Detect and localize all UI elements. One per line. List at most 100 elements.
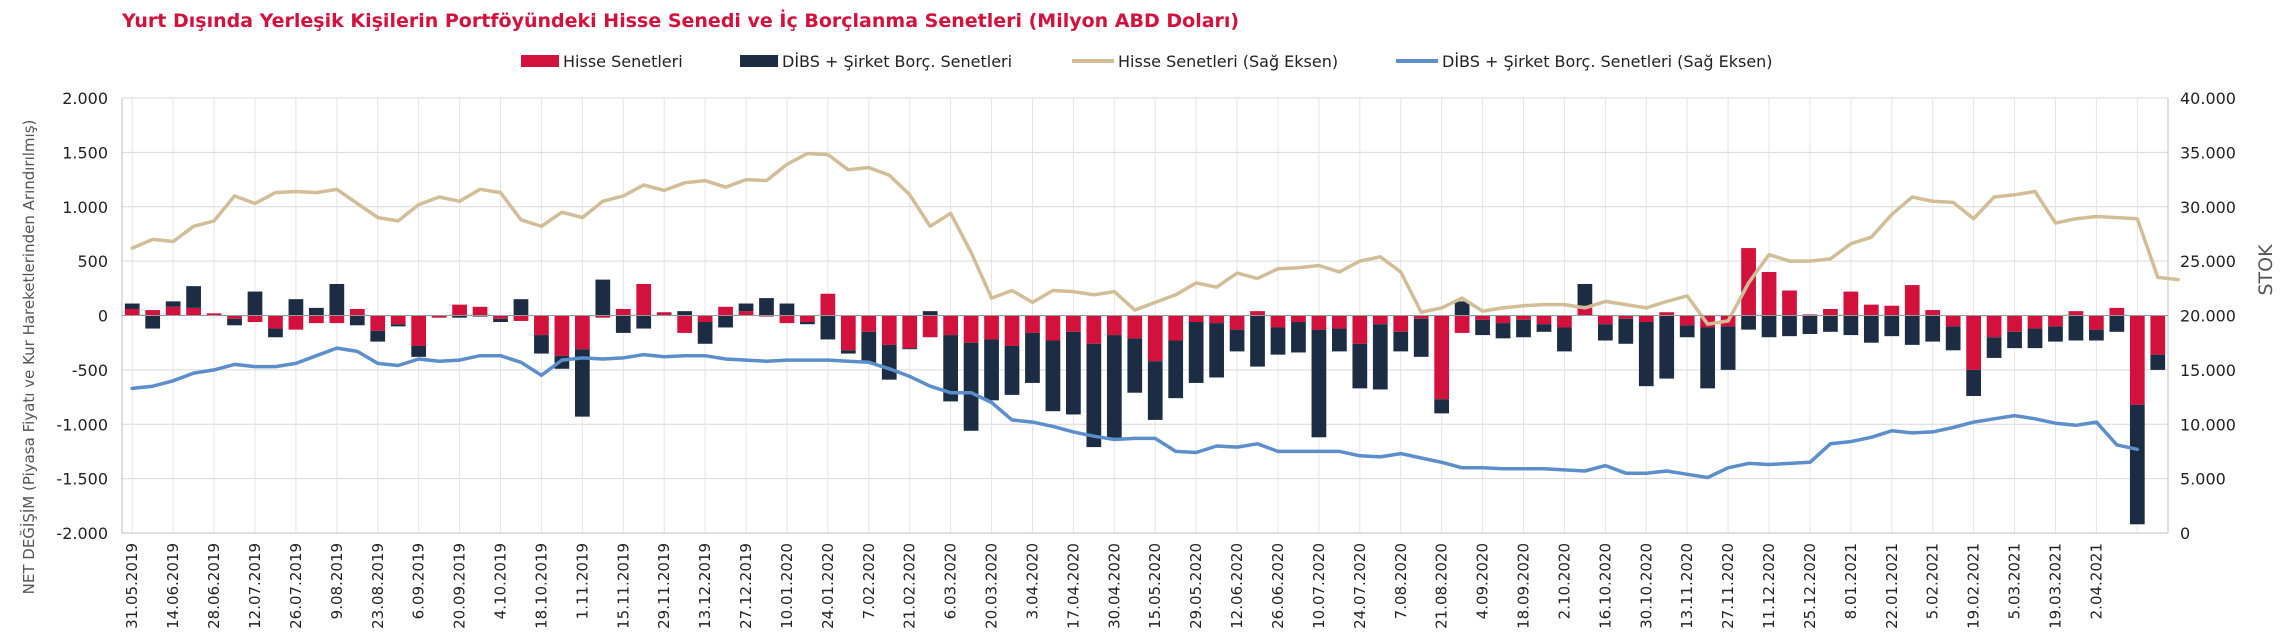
bar-dibs-sirket-borc	[268, 328, 283, 338]
bar-dibs-sirket-borc	[1966, 369, 1981, 396]
y-tick-label-left: 0	[98, 307, 108, 326]
bar-hisse-senetleri	[718, 306, 733, 316]
bar-hisse-senetleri	[1802, 314, 1818, 316]
x-tick-label: 7.02.2020	[860, 543, 878, 619]
bar-dibs-sirket-borc	[1986, 337, 2002, 358]
legend-label: Hisse Senetleri (Sağ Eksen)	[1118, 52, 1338, 71]
bar-hisse-senetleri	[1372, 315, 1388, 325]
bar-dibs-sirket-borc	[1761, 315, 1777, 338]
bar-dibs-sirket-borc	[1066, 331, 1081, 415]
bar-hisse-senetleri	[2007, 315, 2022, 332]
bar-dibs-sirket-borc	[493, 318, 508, 323]
bar-hisse-senetleri	[1557, 315, 1572, 328]
bar-dibs-sirket-borc	[1311, 329, 1327, 438]
bar-hisse-senetleri	[329, 315, 345, 324]
x-tick-label: 6.03.2020	[942, 543, 960, 619]
bar-dibs-sirket-borc	[1884, 315, 1900, 337]
bar-dibs-sirket-borc	[615, 315, 631, 333]
bar-hisse-senetleri	[759, 315, 774, 317]
x-tick-label: 26.06.2020	[1269, 543, 1287, 629]
bar-hisse-senetleri	[1168, 315, 1184, 341]
bar-dibs-sirket-borc	[2089, 329, 2104, 341]
bar-hisse-senetleri	[615, 308, 631, 316]
x-tick-label: 27.12.2019	[737, 543, 755, 629]
x-tick-label: 20.09.2019	[451, 543, 469, 629]
bar-dibs-sirket-borc	[1659, 315, 1675, 379]
bar-hisse-senetleri	[1966, 315, 1981, 370]
x-tick-label: 31.05.2019	[123, 543, 141, 629]
y-tick-label-right: 35.000	[2180, 143, 2236, 162]
bar-dibs-sirket-borc	[1393, 331, 1409, 352]
bar-hisse-senetleri	[2109, 307, 2125, 316]
legend-swatch	[740, 55, 778, 67]
bar-dibs-sirket-borc	[1352, 343, 1368, 389]
x-tick-label: 12.06.2020	[1228, 543, 1246, 629]
bar-hisse-senetleri	[1638, 315, 1654, 323]
bar-dibs-sirket-borc	[779, 303, 795, 316]
bar-hisse-senetleri	[963, 315, 979, 343]
bar-hisse-senetleri	[636, 283, 652, 316]
bar-hisse-senetleri	[1045, 315, 1061, 341]
bar-dibs-sirket-borc	[1536, 324, 1552, 332]
x-tick-label: 27.11.2020	[1719, 543, 1737, 629]
axes: -2.000 -1.500 -1.000 -500 0 500 1.000 1.500 2.00…	[56, 89, 2236, 629]
bar-hisse-senetleri	[145, 310, 161, 316]
bar-hisse-senetleri	[186, 307, 201, 316]
bar-hisse-senetleri	[206, 313, 222, 316]
bar-hisse-senetleri	[1659, 312, 1675, 316]
bar-dibs-sirket-borc	[1475, 319, 1490, 336]
bar-dibs-sirket-borc	[2007, 331, 2022, 349]
bar-hisse-senetleri	[390, 315, 406, 325]
bar-hisse-senetleri	[472, 306, 488, 316]
x-tick-label: 14.06.2019	[164, 543, 182, 629]
y-tick-label-left: 2.000	[62, 89, 108, 108]
bar-dibs-sirket-borc	[1597, 324, 1613, 341]
bar-series-layer	[124, 248, 2166, 525]
bar-hisse-senetleri	[554, 315, 570, 356]
bar-dibs-sirket-borc	[1700, 327, 1716, 389]
bar-hisse-senetleri	[1434, 315, 1450, 400]
bar-dibs-sirket-borc	[1270, 327, 1286, 355]
bar-dibs-sirket-borc	[472, 315, 488, 317]
bar-hisse-senetleri	[943, 315, 958, 336]
bar-hisse-senetleri	[1229, 315, 1245, 330]
x-tick-label: 21.08.2020	[1433, 543, 1451, 629]
bar-hisse-senetleri	[1475, 315, 1490, 320]
bar-hisse-senetleri	[124, 308, 140, 316]
x-tick-label: 12.07.2019	[246, 543, 264, 629]
bar-dibs-sirket-borc	[411, 345, 427, 357]
bar-dibs-sirket-borc	[1045, 340, 1061, 412]
bar-dibs-sirket-borc	[697, 322, 713, 344]
x-tick-label: 10.07.2020	[1310, 543, 1328, 629]
y-tick-label-left: -1.500	[56, 470, 108, 489]
bar-hisse-senetleri	[984, 315, 999, 340]
bar-dibs-sirket-borc	[1454, 301, 1470, 316]
bar-hisse-senetleri	[1311, 315, 1327, 330]
bar-dibs-sirket-borc	[1188, 322, 1204, 383]
line-hisse-senetleri-sag-eksen	[130, 151, 2180, 326]
x-tick-label: 2.04.2021	[2087, 543, 2105, 619]
bar-hisse-senetleri	[513, 315, 529, 321]
bar-dibs-sirket-borc	[677, 311, 693, 316]
bar-hisse-senetleri	[288, 315, 304, 330]
x-tick-label: 23.08.2019	[369, 543, 387, 629]
bar-dibs-sirket-borc	[1945, 326, 1961, 351]
bar-dibs-sirket-borc	[595, 279, 611, 316]
bar-dibs-sirket-borc	[861, 331, 877, 364]
bar-dibs-sirket-borc	[2129, 404, 2145, 525]
bar-dibs-sirket-borc	[759, 298, 774, 316]
bar-dibs-sirket-borc	[1209, 323, 1224, 378]
y-tick-label-right: 30.000	[2180, 198, 2236, 217]
bar-dibs-sirket-borc	[513, 299, 529, 316]
bar-dibs-sirket-borc	[2150, 354, 2166, 370]
bar-dibs-sirket-borc	[145, 315, 161, 329]
bar-hisse-senetleri	[1352, 315, 1368, 344]
x-tick-label: 25.12.2020	[1801, 543, 1819, 629]
bar-hisse-senetleri	[1884, 305, 1900, 316]
x-tick-label: 4.09.2020	[1474, 543, 1492, 619]
bar-dibs-sirket-borc	[1229, 329, 1245, 352]
bar-dibs-sirket-borc	[1434, 399, 1450, 414]
bar-hisse-senetleri	[1188, 315, 1204, 323]
x-tick-label: 17.04.2020	[1064, 543, 1082, 629]
